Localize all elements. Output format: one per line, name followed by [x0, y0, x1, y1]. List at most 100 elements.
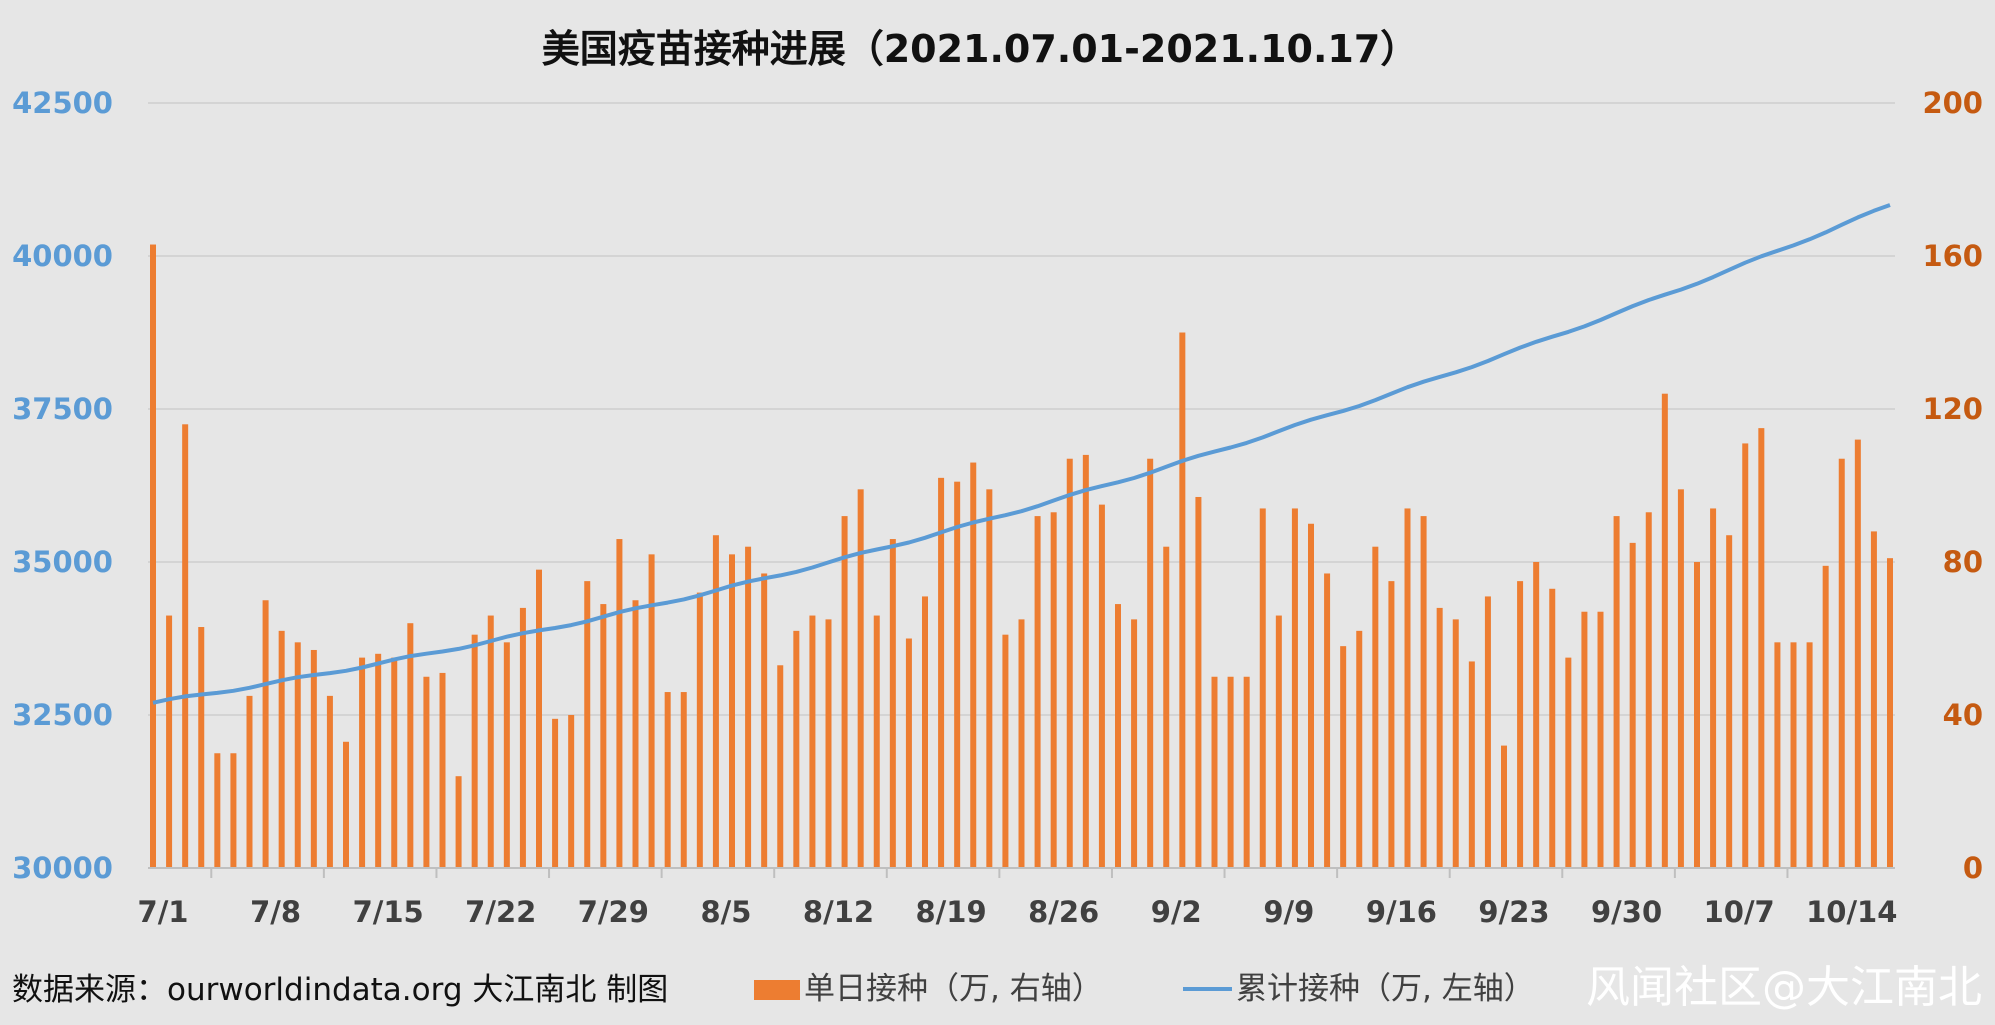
bar-daily-doses — [1742, 443, 1749, 868]
bar-daily-doses — [278, 630, 285, 868]
bar-daily-doses — [1179, 332, 1186, 868]
bar-daily-doses — [1147, 458, 1154, 868]
x-tick-label: 8/19 — [916, 895, 987, 929]
bar-daily-doses — [1002, 634, 1009, 868]
y-left-tick-label: 32500 — [12, 698, 113, 732]
bar-daily-doses — [1388, 581, 1395, 868]
bar-daily-doses — [375, 653, 382, 868]
bar-daily-doses — [198, 627, 205, 868]
y-right-tick-label: 0 — [1963, 851, 1983, 885]
y-right-tick-label: 200 — [1922, 86, 1983, 120]
y-left-tick-label: 37500 — [12, 392, 113, 426]
bar-daily-doses — [1163, 546, 1170, 868]
bar-daily-doses — [1517, 581, 1524, 868]
bar-daily-doses — [423, 676, 430, 868]
y-right-tick-label: 160 — [1922, 239, 1983, 273]
bar-daily-doses — [166, 615, 173, 868]
bar-daily-doses — [1308, 523, 1314, 868]
x-tick-label: 8/12 — [803, 895, 874, 929]
axes — [148, 867, 1895, 878]
legend: 单日接种（万, 右轴） 累计接种（万, 左轴） — [754, 971, 1535, 1007]
data-source-note: 数据来源：ourworldindata.org 大江南北 制图 — [12, 972, 668, 1008]
y-right-tick-label: 40 — [1943, 698, 1983, 732]
bar-daily-doses — [1677, 489, 1684, 868]
bar-daily-doses — [954, 481, 961, 868]
bar-daily-doses — [857, 489, 864, 868]
bar-daily-doses — [1034, 516, 1041, 868]
legend-bar-swatch — [754, 980, 800, 1000]
bar-daily-doses — [1484, 596, 1491, 868]
x-tick-label: 9/23 — [1478, 895, 1549, 929]
bar-daily-doses — [777, 665, 784, 868]
bar-daily-doses — [696, 592, 703, 868]
bar-daily-doses — [1420, 516, 1427, 868]
bar-daily-doses — [712, 535, 719, 868]
x-tick-label: 7/8 — [250, 895, 301, 929]
chart-title: 美国疫苗接种进展（2021.07.01-2021.10.17） — [542, 27, 1419, 71]
bar-daily-doses — [1082, 454, 1089, 868]
bar-daily-doses — [1227, 676, 1234, 868]
bar-daily-doses — [359, 657, 366, 868]
x-tick-label: 10/14 — [1806, 895, 1897, 929]
x-tick-label: 10/7 — [1704, 895, 1775, 929]
bar-daily-doses — [1018, 619, 1025, 868]
bar-daily-doses — [1195, 496, 1202, 868]
bar-daily-doses — [761, 573, 768, 868]
bar-daily-doses — [552, 718, 559, 868]
bar-daily-doses — [1549, 588, 1556, 868]
x-tick-label: 9/2 — [1151, 895, 1202, 929]
x-tick-label: 7/22 — [465, 895, 536, 929]
bar-daily-doses — [310, 649, 317, 868]
bar-daily-doses — [1211, 676, 1218, 868]
bar-daily-doses — [841, 516, 848, 868]
bar-daily-doses — [1372, 546, 1379, 868]
watermark: 风闻社区@大江南北 — [1586, 962, 1982, 1013]
bar-daily-doses — [182, 424, 189, 868]
bar-daily-doses — [825, 619, 832, 868]
bar-daily-doses — [970, 462, 977, 868]
bar-daily-doses — [1404, 508, 1411, 868]
bar-daily-doses — [1645, 512, 1652, 868]
bar-daily-doses — [1533, 562, 1540, 868]
bar-daily-doses — [150, 244, 156, 868]
daily-bars — [150, 244, 1893, 868]
bar-daily-doses — [745, 546, 752, 868]
bar-daily-doses — [1115, 604, 1121, 868]
bar-daily-doses — [1790, 642, 1797, 868]
bar-daily-doses — [600, 604, 607, 868]
bar-daily-doses — [1243, 676, 1250, 868]
legend-line-label: 累计接种（万, 左轴） — [1236, 971, 1535, 1007]
bar-daily-doses — [1356, 630, 1363, 868]
bar-daily-doses — [536, 569, 542, 868]
bar-daily-doses — [584, 581, 591, 868]
bar-daily-doses — [922, 596, 928, 868]
bar-daily-doses — [1581, 611, 1588, 868]
bar-daily-doses — [1131, 619, 1138, 868]
bar-daily-doses — [938, 477, 945, 868]
x-tick-label: 8/26 — [1028, 895, 1099, 929]
bar-daily-doses — [1822, 565, 1829, 868]
bar-daily-doses — [1758, 428, 1765, 868]
y-right-tick-label: 120 — [1922, 392, 1983, 426]
bar-daily-doses — [1050, 512, 1057, 868]
y-left-tick-label: 35000 — [12, 545, 113, 579]
bar-daily-doses — [905, 638, 912, 868]
legend-bar-label: 单日接种（万, 右轴） — [804, 971, 1103, 1007]
bar-daily-doses — [1838, 458, 1845, 868]
bar-daily-doses — [889, 539, 896, 868]
bar-daily-doses — [343, 741, 349, 868]
x-tick-label: 7/29 — [578, 895, 649, 929]
bar-daily-doses — [1324, 573, 1331, 868]
bar-daily-doses — [1870, 531, 1877, 868]
bar-daily-doses — [1726, 535, 1733, 868]
bar-daily-doses — [455, 776, 462, 868]
y-left-tick-label: 40000 — [12, 239, 113, 273]
bar-daily-doses — [1661, 393, 1668, 868]
bar-daily-doses — [616, 539, 623, 868]
x-tick-label: 8/5 — [700, 895, 751, 929]
bar-daily-doses — [1098, 504, 1105, 868]
bar-daily-doses — [632, 600, 639, 868]
bar-daily-doses — [246, 695, 253, 868]
bar-daily-doses — [1887, 558, 1893, 868]
